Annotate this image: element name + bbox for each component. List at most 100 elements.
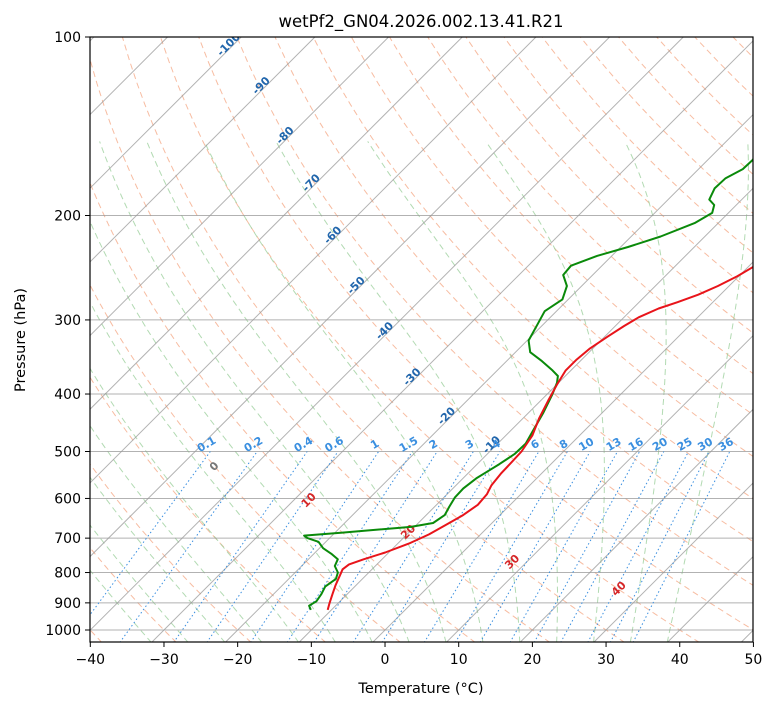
dry-adiabat: [90, 57, 551, 642]
mixing-ratio-line: [509, 451, 618, 642]
x-tick-label: 10: [450, 652, 468, 668]
isotherm-line: [224, 113, 753, 642]
y-tick-label: 900: [54, 596, 81, 612]
moist-adiabat: [90, 476, 226, 642]
dry-adiabat: [90, 283, 401, 642]
mixing-ratio-line: [533, 451, 641, 642]
isotherm-line: [90, 37, 463, 410]
mixing-ratio-line: [313, 451, 438, 642]
temperature-profile-line: [326, 265, 753, 611]
dry-adiabat-label: 0: [207, 459, 222, 474]
x-axis: −40 −30 −20 −10 0 10 20 30 40 50: [76, 642, 763, 668]
dry-adiabat: [771, 37, 775, 643]
dry-adiabat: [389, 37, 753, 416]
dry-adiabat: [90, 463, 252, 642]
y-axis-label: Pressure (hPa): [13, 288, 29, 392]
y-tick-label: 600: [54, 491, 81, 507]
y-tick-label: 700: [54, 531, 81, 547]
y-tick-label: 200: [54, 209, 81, 225]
chart-title: wetPf2_GN04.2026.002.13.41.R21: [279, 12, 564, 32]
x-tick-label: 50: [745, 652, 763, 668]
isotherm-line: [740, 629, 753, 642]
dry-adiabat: [236, 37, 753, 586]
x-axis-label: Temperature (°C): [357, 681, 483, 697]
x-tick-label: −40: [76, 652, 106, 668]
isotherm-label: -20: [435, 404, 458, 427]
dry-adiabat-label: 20: [398, 522, 418, 542]
x-tick-label: 20: [523, 652, 541, 668]
mixing-ratio-line: [286, 451, 413, 642]
isotherm-line: [151, 40, 753, 642]
dry-adiabat: [618, 37, 753, 175]
dry-adiabat: [198, 37, 753, 631]
dewpoint-profile-line: [303, 157, 753, 611]
dry-adiabat: [350, 37, 753, 458]
mixing-ratio-label: 3: [463, 437, 476, 452]
isotherm-label: -40: [373, 319, 396, 342]
isotherm-line: [372, 261, 753, 642]
mixing-ratio-line: [173, 451, 308, 642]
isotherm-label: -90: [250, 74, 273, 97]
mixing-ratio-line: [352, 451, 474, 642]
dry-adiabat: [90, 181, 476, 642]
y-tick-label: 300: [54, 313, 81, 329]
dry-adiabat: [694, 37, 753, 97]
dry-adiabat: [465, 37, 753, 334]
sounding-profiles: [303, 157, 753, 611]
isotherm-line: [593, 482, 753, 642]
isotherm-line: [667, 556, 753, 642]
x-tick-label: −10: [297, 652, 327, 668]
x-tick-label: 0: [381, 652, 390, 668]
moist-adiabat: [624, 141, 667, 642]
dry-adiabat: [656, 37, 753, 136]
isotherm-line: [90, 37, 389, 337]
isotherm-line: [90, 37, 242, 189]
isotherm-label: -60: [321, 223, 344, 246]
background-lines: [90, 37, 775, 643]
y-axis: 100 200 300 400 500 600 700 800 900 1000: [45, 30, 90, 639]
isotherm-line: [90, 37, 537, 484]
mixing-ratio-line: [423, 451, 540, 642]
plot-frame: [89, 36, 754, 643]
isotherm-label: -30: [400, 365, 423, 388]
x-tick-label: 40: [671, 652, 689, 668]
dry-adiabat: [312, 37, 753, 500]
y-tick-label: 800: [54, 566, 81, 582]
mixing-ratio-line: [206, 451, 339, 642]
mixing-ratio-label: 1: [368, 437, 381, 452]
mixing-ratio-line: [560, 451, 665, 642]
isotherm-line: [445, 334, 753, 642]
mixing-ratio-line: [90, 451, 211, 616]
dry-adiabat: [274, 37, 753, 543]
isotherm-line: [90, 37, 316, 263]
y-tick-label: 100: [54, 30, 81, 46]
mixing-ratio-label: 2: [427, 437, 440, 452]
mixing-ratio-line: [632, 451, 731, 642]
x-tick-label: −20: [223, 652, 253, 668]
dry-adiabat: [160, 37, 700, 642]
mixing-ratio-line: [479, 451, 591, 642]
dry-adiabat: [503, 37, 753, 294]
mixing-ratio-line: [455, 451, 568, 642]
x-tick-label: 30: [597, 652, 615, 668]
y-tick-label: 500: [54, 444, 81, 460]
isotherm-line: [519, 408, 753, 642]
mixing-ratio-line: [381, 451, 501, 642]
isotherm-label: -100: [214, 30, 243, 59]
y-tick-label: 400: [54, 387, 81, 403]
mixing-ratio-line: [587, 451, 689, 642]
mixing-ratio-line: [119, 451, 258, 642]
mixing-ratio-label: 8: [557, 437, 570, 452]
x-tick-label: −30: [149, 652, 179, 668]
moist-adiabat: [367, 141, 558, 642]
mixing-ratio-line: [250, 451, 380, 642]
moist-adiabat: [146, 141, 447, 642]
dry-adiabat-label: 10: [299, 490, 319, 510]
y-tick-label: 1000: [45, 623, 81, 639]
dry-adiabat: [121, 37, 625, 642]
dry-adiabat-label: 40: [609, 578, 629, 598]
dry-adiabat: [90, 376, 327, 642]
isotherm-line: [90, 37, 684, 632]
isotherm-line: [90, 37, 610, 558]
